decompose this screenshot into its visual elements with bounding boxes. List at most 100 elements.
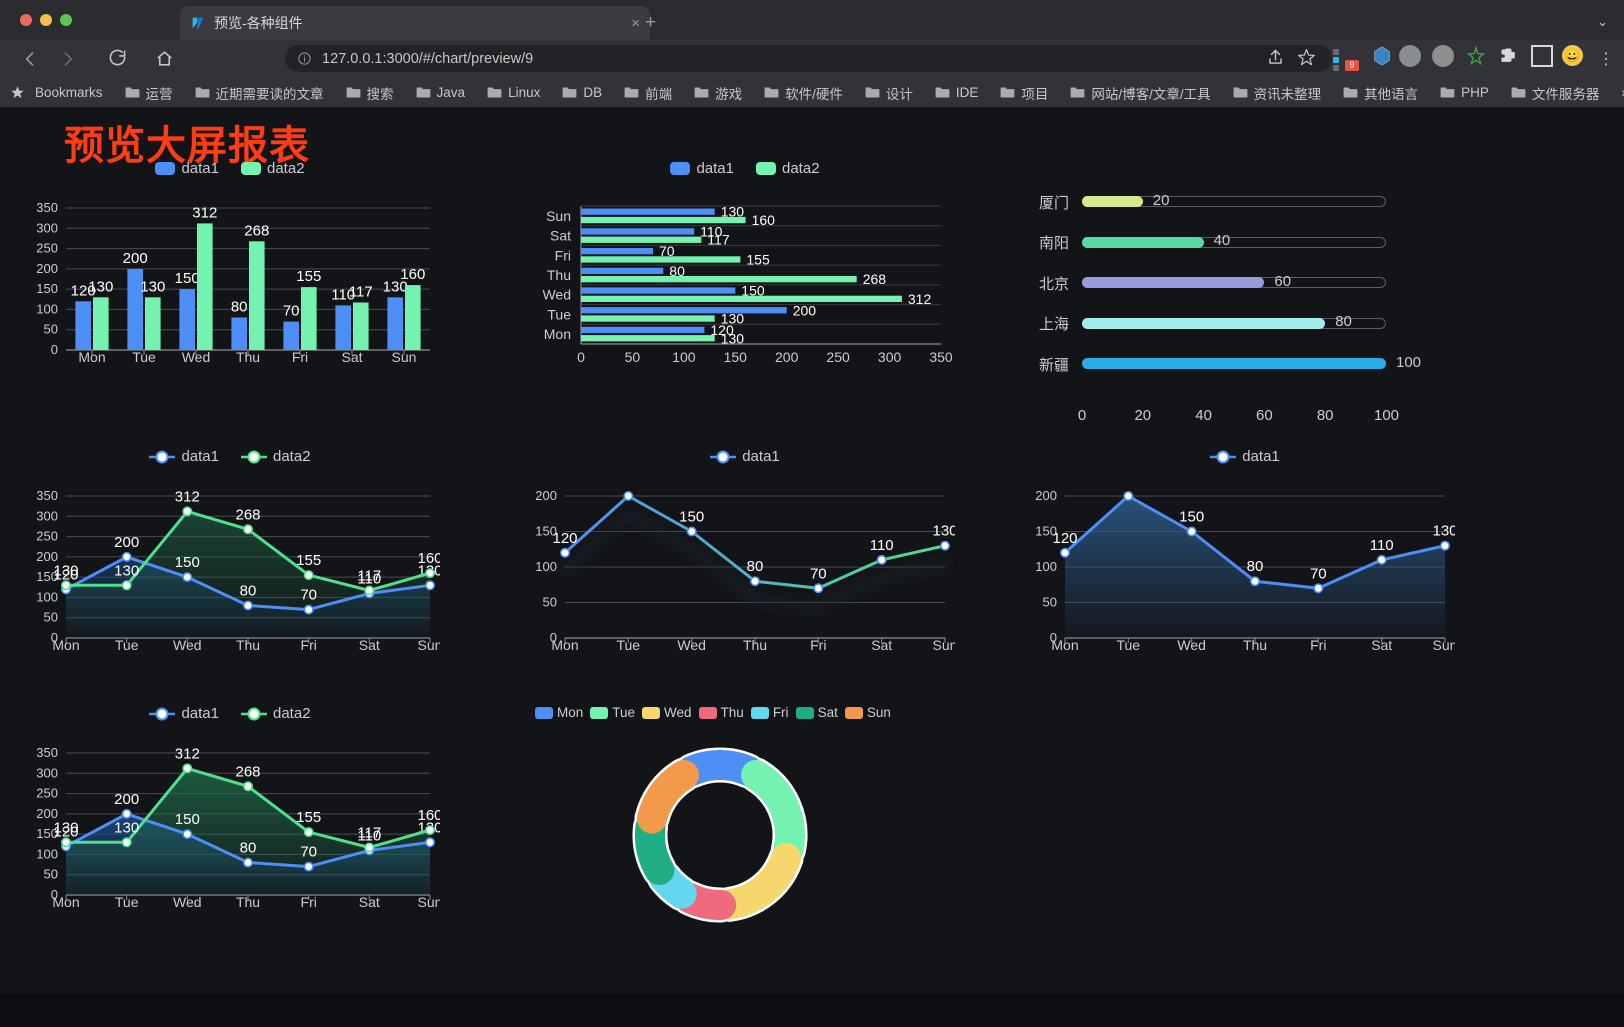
svg-text:312: 312 bbox=[175, 488, 200, 505]
svg-text:150: 150 bbox=[175, 811, 200, 828]
svg-text:120: 120 bbox=[1052, 530, 1077, 547]
svg-text:300: 300 bbox=[36, 765, 58, 780]
svg-text:268: 268 bbox=[235, 763, 260, 780]
svg-text:Tue: Tue bbox=[115, 894, 139, 910]
svg-text:150: 150 bbox=[175, 554, 200, 571]
svg-text:130: 130 bbox=[140, 278, 165, 295]
svg-text:Thu: Thu bbox=[547, 267, 571, 283]
svg-text:Wed: Wed bbox=[1177, 637, 1206, 653]
svg-text:Sat: Sat bbox=[871, 637, 892, 653]
svg-text:Sun: Sun bbox=[392, 349, 417, 365]
svg-text:155: 155 bbox=[296, 268, 321, 285]
svg-text:70: 70 bbox=[283, 303, 300, 320]
svg-text:300: 300 bbox=[36, 508, 58, 523]
svg-text:80: 80 bbox=[747, 558, 764, 575]
svg-text:130: 130 bbox=[88, 278, 113, 295]
svg-text:250: 250 bbox=[36, 529, 58, 544]
svg-text:250: 250 bbox=[826, 349, 850, 365]
svg-text:Sat: Sat bbox=[1371, 637, 1392, 653]
svg-text:100: 100 bbox=[36, 846, 58, 861]
svg-text:Wed: Wed bbox=[182, 349, 211, 365]
svg-text:130: 130 bbox=[53, 819, 78, 836]
svg-text:350: 350 bbox=[36, 200, 58, 215]
svg-text:Mon: Mon bbox=[544, 326, 571, 342]
svg-text:150: 150 bbox=[175, 270, 200, 287]
svg-text:150: 150 bbox=[724, 349, 748, 365]
svg-text:50: 50 bbox=[625, 349, 641, 365]
svg-text:50: 50 bbox=[44, 322, 58, 337]
svg-text:120: 120 bbox=[552, 530, 577, 547]
svg-text:130: 130 bbox=[114, 562, 139, 579]
svg-text:Sun: Sun bbox=[418, 894, 440, 910]
svg-text:Fri: Fri bbox=[555, 247, 571, 263]
svg-text:155: 155 bbox=[296, 809, 321, 826]
svg-text:100: 100 bbox=[1035, 559, 1057, 574]
svg-text:160: 160 bbox=[400, 266, 425, 283]
svg-text:Tue: Tue bbox=[132, 349, 156, 365]
svg-text:Mon: Mon bbox=[1051, 637, 1078, 653]
svg-text:130: 130 bbox=[53, 562, 78, 579]
svg-text:Thu: Thu bbox=[236, 349, 260, 365]
svg-text:100: 100 bbox=[36, 589, 58, 604]
svg-text:250: 250 bbox=[36, 241, 58, 256]
svg-text:200: 200 bbox=[775, 349, 799, 365]
svg-text:50: 50 bbox=[44, 610, 58, 625]
svg-text:350: 350 bbox=[929, 349, 953, 365]
svg-text:Sun: Sun bbox=[418, 637, 440, 653]
svg-text:Thu: Thu bbox=[236, 894, 260, 910]
svg-text:312: 312 bbox=[192, 204, 217, 221]
svg-text:Wed: Wed bbox=[173, 894, 202, 910]
svg-text:70: 70 bbox=[810, 565, 827, 582]
svg-text:80: 80 bbox=[231, 299, 248, 316]
svg-text:160: 160 bbox=[417, 807, 440, 824]
svg-text:200: 200 bbox=[535, 488, 557, 503]
svg-text:0: 0 bbox=[51, 342, 58, 357]
svg-text:117: 117 bbox=[357, 825, 381, 842]
svg-text:350: 350 bbox=[36, 488, 58, 503]
svg-text:200: 200 bbox=[114, 791, 139, 808]
svg-text:70: 70 bbox=[300, 587, 317, 604]
svg-text:Sat: Sat bbox=[359, 894, 380, 910]
svg-text:110: 110 bbox=[870, 537, 894, 554]
svg-text:Tue: Tue bbox=[115, 637, 139, 653]
svg-text:Wed: Wed bbox=[542, 287, 571, 303]
svg-text:200: 200 bbox=[36, 261, 58, 276]
svg-text:268: 268 bbox=[244, 222, 269, 239]
svg-text:250: 250 bbox=[36, 786, 58, 801]
svg-text:Sun: Sun bbox=[1433, 637, 1455, 653]
svg-text:Sun: Sun bbox=[546, 208, 571, 224]
svg-text:Sat: Sat bbox=[359, 637, 380, 653]
svg-text:Thu: Thu bbox=[743, 637, 767, 653]
svg-text:130: 130 bbox=[1432, 523, 1455, 540]
svg-text:350: 350 bbox=[36, 745, 58, 760]
svg-text:155: 155 bbox=[296, 552, 321, 569]
svg-text:50: 50 bbox=[44, 867, 58, 882]
svg-text:Tue: Tue bbox=[1116, 637, 1140, 653]
svg-text:Sat: Sat bbox=[550, 228, 571, 244]
svg-text:50: 50 bbox=[543, 595, 557, 610]
svg-text:130: 130 bbox=[114, 819, 139, 836]
svg-text:268: 268 bbox=[235, 506, 260, 523]
svg-text:312: 312 bbox=[175, 745, 200, 762]
svg-text:50: 50 bbox=[1043, 595, 1057, 610]
svg-text:Fri: Fri bbox=[292, 349, 308, 365]
svg-text:Mon: Mon bbox=[551, 637, 578, 653]
svg-text:Fri: Fri bbox=[810, 637, 826, 653]
svg-text:Mon: Mon bbox=[52, 637, 79, 653]
svg-text:70: 70 bbox=[300, 844, 317, 861]
svg-text:Tue: Tue bbox=[616, 637, 640, 653]
svg-text:130: 130 bbox=[932, 523, 955, 540]
svg-text:200: 200 bbox=[1035, 488, 1057, 503]
svg-text:200: 200 bbox=[123, 250, 148, 267]
svg-text:300: 300 bbox=[878, 349, 902, 365]
svg-text:Wed: Wed bbox=[173, 637, 202, 653]
svg-text:200: 200 bbox=[114, 534, 139, 551]
svg-text:70: 70 bbox=[1310, 565, 1327, 582]
svg-text:Tue: Tue bbox=[547, 306, 571, 322]
svg-text:Wed: Wed bbox=[677, 637, 706, 653]
svg-text:Mon: Mon bbox=[52, 894, 79, 910]
svg-text:100: 100 bbox=[672, 349, 696, 365]
svg-text:150: 150 bbox=[679, 509, 704, 526]
svg-text:Sat: Sat bbox=[341, 349, 362, 365]
svg-text:Thu: Thu bbox=[236, 637, 260, 653]
